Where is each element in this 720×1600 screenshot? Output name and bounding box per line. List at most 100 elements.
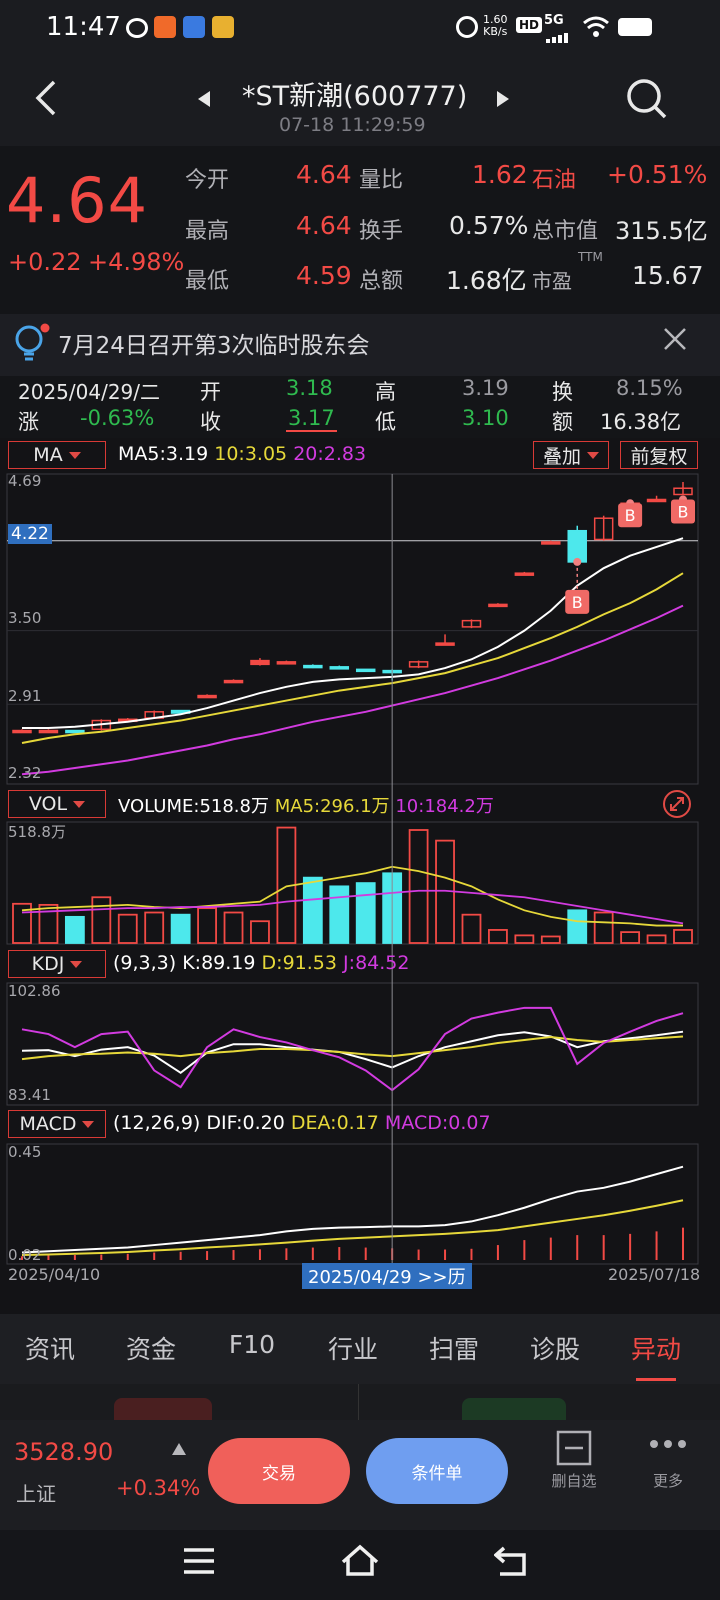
preview-block [462, 1398, 566, 1420]
tab-6[interactable]: 异动 [630, 1335, 681, 1364]
search-icon[interactable] [624, 76, 668, 126]
x-cursor-date[interactable]: 2025/04/29 >>历 [302, 1263, 472, 1289]
trade-button[interactable]: 交易 [208, 1438, 350, 1504]
overlay-label: 叠加 [542, 445, 581, 468]
price-panel-frame [6, 473, 699, 785]
dif-line [21, 1165, 684, 1254]
ma-indicator-select[interactable]: MA [8, 441, 106, 469]
field-label: 最低 [185, 269, 230, 294]
field-label: 量比 [359, 168, 404, 193]
tab-0[interactable]: 资讯 [24, 1335, 75, 1364]
macd-panel-frame [6, 1143, 699, 1265]
remove-watch-button[interactable]: 删自选 [546, 1430, 602, 1492]
menu-icon[interactable] [182, 1546, 216, 1580]
d-label: D: [261, 952, 283, 974]
status-bar: 11:47 1.60 KB/s HD 5G [0, 0, 720, 56]
volume-bar [329, 885, 350, 944]
dif-value: 0.20 [242, 1112, 285, 1134]
adjust-button[interactable]: 前复权 [620, 441, 698, 469]
volume-bar [540, 935, 561, 944]
tab-1[interactable]: 资金 [125, 1335, 176, 1364]
prev-stock-icon[interactable] [196, 90, 212, 112]
back-icon[interactable] [30, 78, 60, 122]
field-label: 总额 [359, 269, 404, 294]
expand-icon[interactable] [662, 789, 692, 823]
low-label: 低 [375, 410, 396, 434]
overlay-button[interactable]: 叠加 [533, 441, 609, 469]
y-tick: 3.50 [8, 609, 42, 627]
volume-bar [117, 913, 138, 944]
condition-order-button[interactable]: 条件单 [366, 1438, 508, 1504]
ma-line-10 [21, 572, 684, 745]
tab-3[interactable]: 行业 [327, 1335, 378, 1364]
pe-label: 市盈 [532, 269, 572, 293]
x-end: 2025/07/18 [608, 1265, 701, 1284]
candle-body [488, 603, 508, 608]
vol-indicator-label: VOL [28, 793, 68, 815]
dif-label: DIF: [206, 1112, 243, 1134]
price-change: +0.22 [8, 248, 82, 276]
macd-label: MACD: [384, 1112, 449, 1134]
close-value: 3.17 [286, 406, 337, 432]
volume-bar [170, 913, 191, 944]
volume-bar [302, 876, 323, 944]
home-icon[interactable] [340, 1542, 380, 1582]
volume-bar [64, 915, 85, 944]
high-value: 3.19 [462, 376, 509, 400]
candle-body [461, 619, 482, 628]
title-bar: *ST新潮(600777) 07-18 11:29:59 [0, 56, 720, 146]
remove-watch-label: 删自选 [551, 1472, 597, 1490]
macd-params: (12,26,9) [113, 1112, 201, 1134]
kdj-line-J [21, 1006, 684, 1092]
vol-ma5-line [21, 865, 683, 927]
divider [358, 1384, 359, 1420]
chevron-down-icon [73, 800, 86, 808]
more-button[interactable]: 更多 [640, 1432, 696, 1494]
app-icon [183, 16, 205, 38]
volume-bar [488, 929, 508, 944]
buy-marker-label: B [572, 593, 583, 612]
tab-2[interactable]: F10 [228, 1330, 276, 1359]
volume-bar [355, 882, 376, 944]
index-change: +0.34% [116, 1476, 201, 1500]
volume-bar [223, 911, 244, 944]
volume-bar [91, 896, 112, 944]
tab-content-preview [0, 1384, 720, 1420]
ma-line-MA5 [22, 537, 684, 730]
bulb-icon [12, 322, 52, 368]
status-time: 11:47 [46, 12, 121, 42]
vol-indicator-select[interactable]: VOL [8, 790, 106, 818]
next-stock-icon[interactable] [495, 90, 511, 112]
pe-value: 15.67 [632, 261, 704, 290]
candle-body [355, 668, 376, 673]
field-value: 4.64 [296, 160, 352, 189]
macd-indicator-select[interactable]: MACD [8, 1110, 106, 1138]
notice-bar[interactable]: 7月24日召开第3次临时股东会 [0, 314, 720, 376]
wifi-icon [582, 15, 610, 43]
close-icon[interactable] [662, 326, 688, 356]
kdj-indicator-select[interactable]: KDJ [8, 950, 106, 978]
j-value: 84.52 [355, 952, 410, 974]
ma5-label: MA5: [118, 443, 166, 465]
network-type: 5G [544, 13, 564, 28]
back-nav-icon[interactable] [493, 1544, 530, 1582]
y-tick: 4.69 [8, 472, 42, 490]
field-label: 今开 [185, 168, 230, 193]
chart-canvas[interactable]: B B B [0, 438, 720, 1314]
kdj-indicator-label: KDJ [31, 953, 65, 975]
open-label: 开 [200, 380, 221, 404]
tab-4[interactable]: 扫雷 [428, 1335, 479, 1364]
field-label: 换手 [359, 219, 404, 244]
cursor-date: 2025/04/29/二 [18, 380, 161, 404]
sector-name[interactable]: 石油 [532, 168, 577, 193]
ma20-value: 2.83 [323, 443, 367, 465]
turnover-value: 8.15% [616, 376, 683, 400]
tab-5[interactable]: 诊股 [529, 1335, 580, 1364]
candle-body [223, 679, 244, 684]
index-value[interactable]: 3528.90 [14, 1438, 114, 1466]
candle-body [567, 529, 587, 563]
field-value: 1.62 [472, 160, 528, 189]
candle-body [38, 729, 59, 734]
candle-body [541, 541, 561, 545]
